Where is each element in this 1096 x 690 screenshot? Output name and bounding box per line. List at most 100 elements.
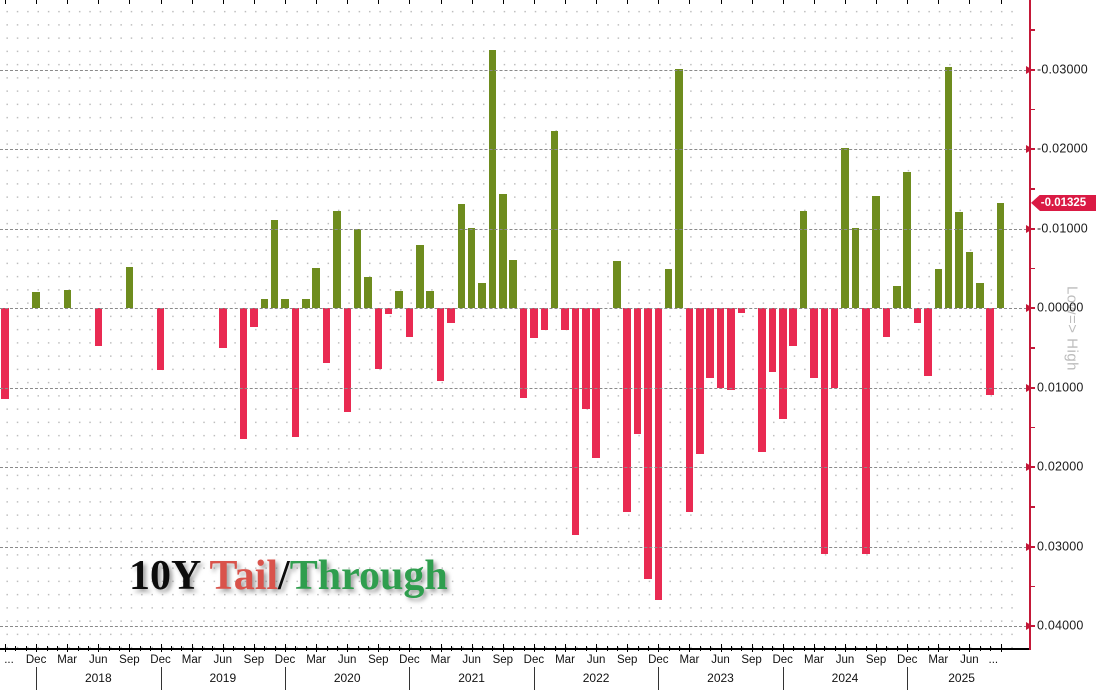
y-tick-arrow-icon (1026, 65, 1033, 74)
tail-bar (768, 308, 777, 372)
top-edge-tick (876, 0, 878, 4)
x-axis-tick (378, 644, 380, 652)
x-axis-tick (803, 646, 805, 651)
x-axis-tick (845, 644, 846, 652)
x-axis-tick (927, 646, 929, 651)
x-axis-tick (56, 646, 58, 651)
tail-bar (530, 308, 538, 339)
top-edge-tick (98, 0, 100, 4)
x-axis-tick (741, 646, 743, 651)
y-tick-label: -0.02000 (1037, 141, 1088, 156)
x-axis-tick (119, 646, 121, 651)
y-tick-arrow-icon (1026, 145, 1033, 153)
through-bar (613, 261, 621, 308)
x-axis-tick (243, 646, 245, 651)
tail-bar (592, 308, 600, 459)
top-edge-tick (658, 0, 660, 4)
x-axis-tick (917, 646, 919, 651)
major-gridline (0, 69, 1027, 71)
x-axis-tick (170, 646, 172, 651)
through-bar (893, 285, 901, 308)
through-bar (996, 202, 1005, 308)
x-axis-tick (326, 646, 328, 651)
major-gridline (0, 149, 1027, 150)
x-axis-tick (295, 646, 297, 651)
x-axis-tick (274, 646, 276, 651)
x-axis-tick (513, 646, 515, 651)
y-minor-tick (1029, 108, 1035, 110)
x-axis-tick (46, 646, 48, 651)
x-axis-tick (596, 644, 598, 652)
month-label: Jun (213, 654, 233, 666)
tail-bar (789, 308, 797, 347)
tail-bar (737, 308, 745, 313)
top-edge-tick (502, 0, 504, 4)
x-axis-tick (907, 644, 909, 652)
x-axis-tick (782, 644, 784, 652)
tail-bar (561, 308, 569, 331)
top-edge-tick (782, 0, 784, 4)
tail-bar (882, 308, 891, 337)
year-separator (782, 667, 784, 690)
month-label: Mar (306, 654, 326, 666)
top-edge-tick (67, 0, 69, 4)
tail-bar (374, 308, 383, 370)
x-axis-tick (471, 644, 473, 652)
x-axis-tick (191, 644, 193, 652)
through-bar (955, 211, 963, 308)
month-label: Mar (928, 654, 949, 666)
y-tick-label: 0.03000 (1037, 539, 1084, 554)
y-tick-label: 0.02000 (1037, 459, 1084, 474)
top-edge-tick (253, 0, 255, 4)
title-instrument: 10Y (129, 553, 200, 599)
x-axis-tick (25, 646, 27, 651)
x-axis-tick (730, 646, 732, 651)
through-bar (976, 283, 984, 308)
year-label: 2021 (458, 671, 485, 685)
x-axis-tick (347, 644, 349, 652)
x-axis-tick (316, 644, 318, 652)
x-axis-tick (523, 646, 525, 651)
top-edge-tick (36, 0, 38, 4)
y-minor-tick (1029, 29, 1035, 31)
month-label: Sep (492, 654, 514, 666)
top-edge-tick (533, 0, 535, 4)
top-edge-tick (596, 0, 598, 4)
x-axis-ellipsis-label: ... (988, 654, 999, 666)
top-edge-tick (129, 0, 131, 4)
year-label: 2024 (831, 671, 859, 685)
x-axis-tick (762, 646, 763, 651)
tail-bar (716, 308, 725, 388)
month-label: Dec (25, 654, 47, 666)
x-axis-tick (876, 644, 878, 652)
x-axis-tick (990, 646, 992, 651)
x-axis-tick (233, 646, 235, 651)
top-edge-tick (720, 0, 722, 4)
year-separator (409, 667, 411, 690)
y-minor-tick (1029, 267, 1035, 269)
x-axis-tick (5, 644, 6, 652)
tail-bar (291, 308, 300, 437)
x-axis-tick (575, 646, 577, 651)
y-tick-label: 0.04000 (1037, 618, 1084, 633)
tail-bar (633, 308, 642, 434)
tail-bar (685, 308, 694, 512)
x-axis-tick (129, 644, 131, 652)
through-bar (395, 291, 403, 308)
major-gridline (0, 308, 1027, 309)
through-bar (675, 68, 683, 308)
y-axis-line (1029, 0, 1031, 650)
x-axis-tick (336, 646, 338, 651)
month-label: Jun (586, 654, 606, 666)
x-axis-tick (482, 646, 483, 651)
tail-bar (986, 308, 994, 396)
top-edge-tick (938, 0, 940, 4)
x-axis-tick (492, 646, 494, 651)
x-axis-tick (616, 646, 618, 651)
month-label: Mar (555, 654, 575, 666)
current-value-badge: -0.01325 (1031, 194, 1096, 212)
month-label: Sep (119, 654, 140, 666)
year-label: 2023 (707, 671, 734, 685)
through-bar (851, 227, 860, 308)
x-axis-tick (554, 646, 556, 651)
